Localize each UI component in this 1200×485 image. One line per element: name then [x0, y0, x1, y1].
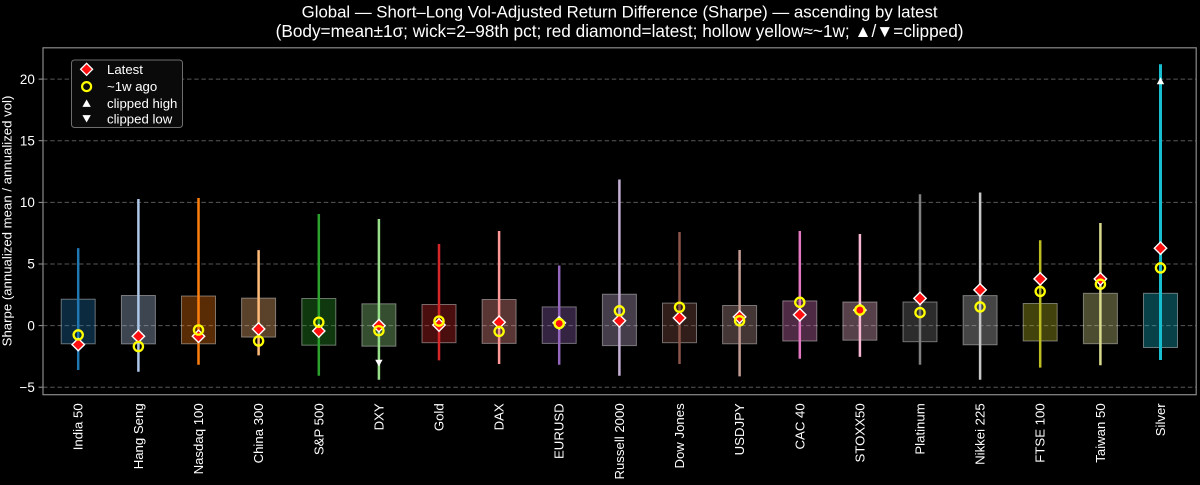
- svg-text:0: 0: [27, 318, 34, 333]
- svg-text:~1w ago: ~1w ago: [107, 79, 157, 94]
- svg-text:India 50: India 50: [71, 403, 86, 450]
- svg-text:DAX: DAX: [492, 403, 507, 430]
- svg-text:clipped high: clipped high: [107, 96, 177, 111]
- svg-text:Global — Short–Long Vol-Adjust: Global — Short–Long Vol-Adjusted Return …: [302, 3, 938, 22]
- svg-text:CAC 40: CAC 40: [792, 403, 807, 449]
- svg-text:FTSE 100: FTSE 100: [1033, 403, 1048, 462]
- svg-text:S&P 500: S&P 500: [311, 403, 326, 455]
- svg-text:(Body=mean±1σ; wick=2–98th pct: (Body=mean±1σ; wick=2–98th pct; red diam…: [276, 21, 964, 41]
- svg-text:Gold: Gold: [432, 403, 447, 431]
- svg-text:DXY: DXY: [371, 403, 386, 430]
- svg-text:15: 15: [20, 133, 35, 148]
- svg-text:Silver: Silver: [1153, 403, 1168, 437]
- svg-text:Sharpe (annualized mean / annu: Sharpe (annualized mean / annualized vol…: [0, 96, 15, 347]
- svg-text:Taiwan 50: Taiwan 50: [1093, 403, 1108, 462]
- svg-text:China 300: China 300: [251, 403, 266, 463]
- svg-text:Dow Jones: Dow Jones: [672, 403, 687, 469]
- svg-text:5: 5: [27, 257, 34, 272]
- svg-text:Nasdaq 100: Nasdaq 100: [191, 403, 206, 474]
- svg-text:clipped low: clipped low: [107, 111, 173, 126]
- svg-text:STOXX50: STOXX50: [852, 403, 867, 462]
- svg-text:−5: −5: [20, 380, 35, 395]
- svg-text:USDJPY: USDJPY: [732, 403, 747, 455]
- svg-text:Russell 2000: Russell 2000: [612, 403, 627, 479]
- svg-text:Platinum: Platinum: [913, 403, 928, 454]
- svg-text:10: 10: [20, 195, 35, 210]
- svg-text:EURUSD: EURUSD: [552, 403, 567, 459]
- svg-text:Nikkei 225: Nikkei 225: [973, 403, 988, 465]
- svg-text:20: 20: [20, 72, 35, 87]
- svg-text:Latest: Latest: [107, 62, 143, 77]
- svg-text:Hang Seng: Hang Seng: [131, 403, 146, 469]
